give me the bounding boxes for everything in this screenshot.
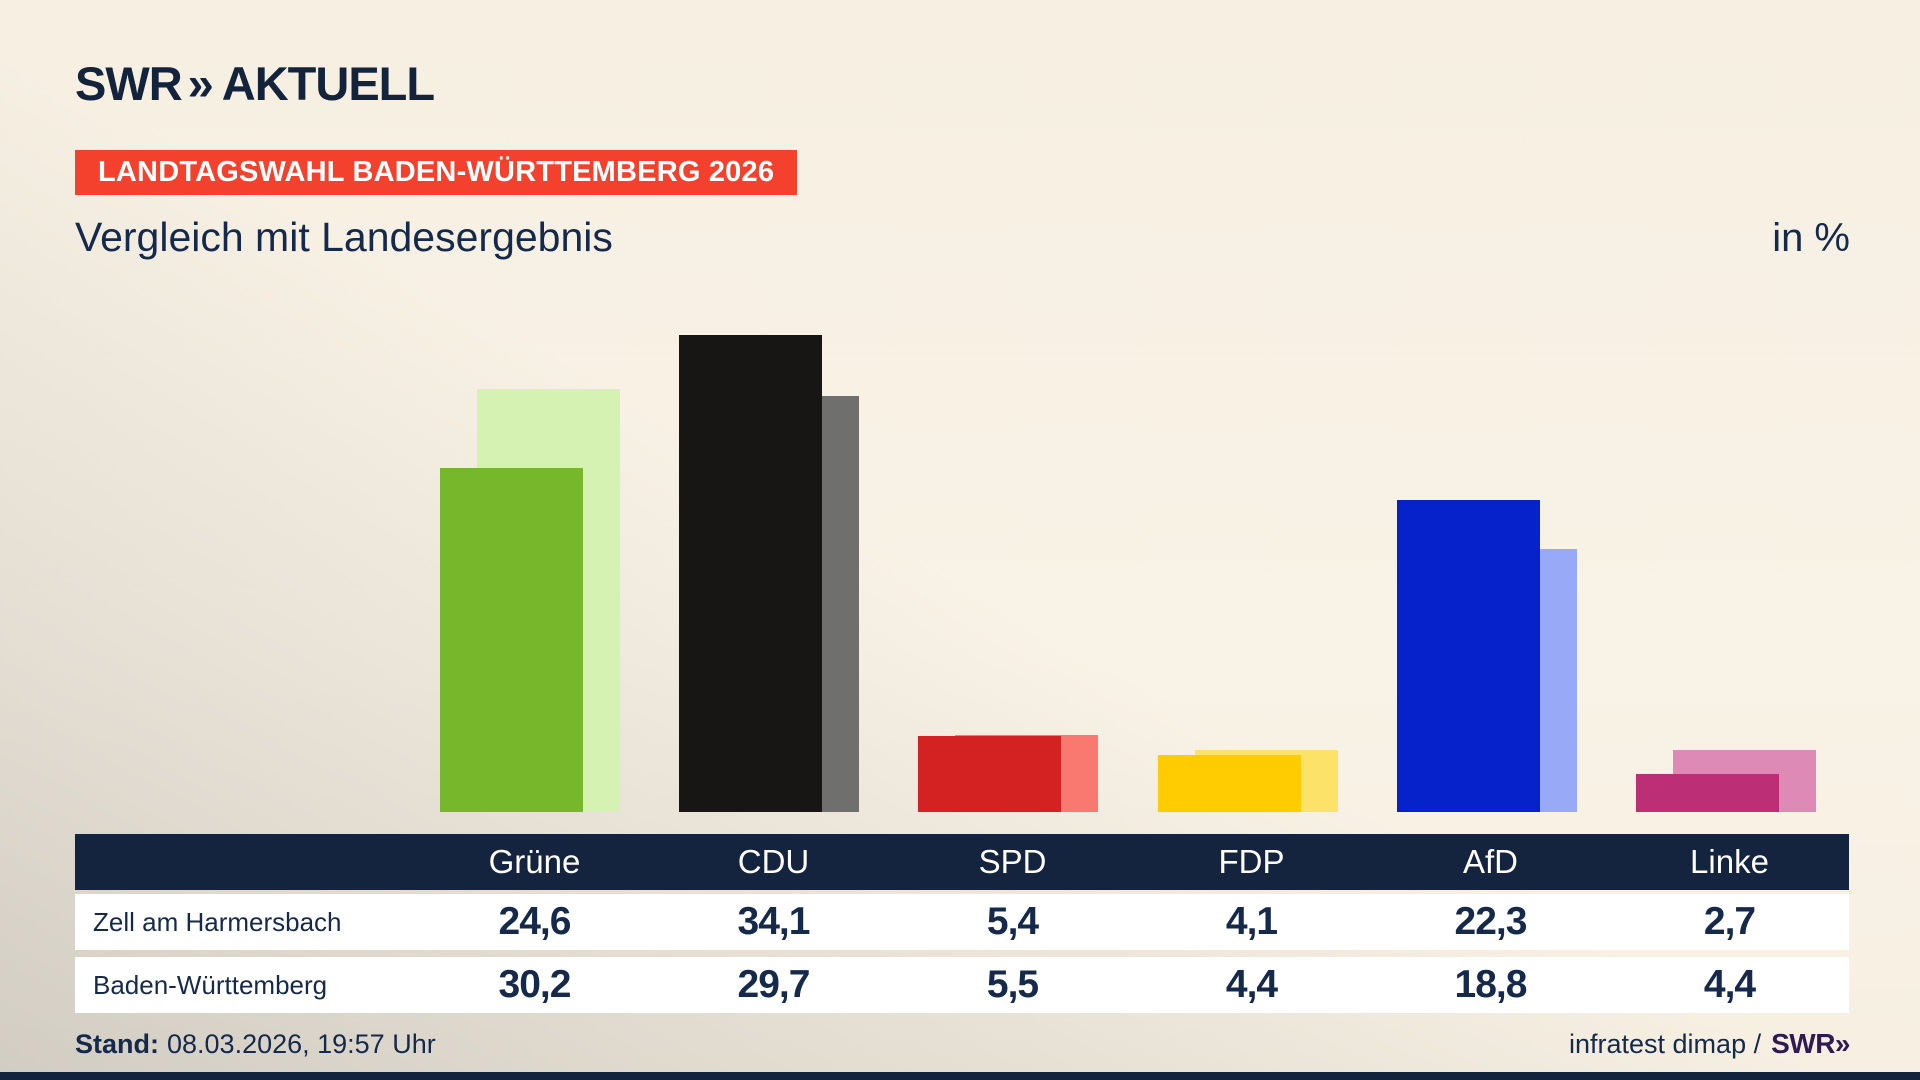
stand-value: 08.03.2026, 19:57 Uhr [167,1029,436,1059]
stand-timestamp: Stand: 08.03.2026, 19:57 Uhr [75,1029,436,1060]
value-grüne: 24,6 [498,900,572,943]
bar-grüne-municipality [440,467,583,812]
value-fdp: 4,4 [1225,963,1278,1006]
bar-linke-municipality [1636,774,1779,812]
row-label: Baden-Württemberg [93,969,328,1000]
value-fdp: 4,1 [1225,900,1278,943]
value-spd: 5,5 [986,963,1039,1006]
column-header-grüne: Grüne [488,843,581,880]
footer: Stand: 08.03.2026, 19:57 Uhr infratest di… [75,1028,1850,1060]
page-title: Vergleich mit Landesergebnis [75,214,613,260]
bar-cdu-municipality [679,334,823,812]
table-header-row: Grüne CDU SPD FDP AfD Linke [75,834,1849,890]
value-linke: 4,4 [1703,963,1756,1006]
value-linke: 2,7 [1703,900,1756,943]
source-swr-logo: SWR» [1771,1028,1850,1059]
value-grüne: 30,2 [498,963,572,1006]
column-header-spd: SPD [978,843,1047,880]
unit-label: in % [1772,216,1850,260]
swr-logo-text: SWR [75,57,183,110]
value-cdu: 34,1 [737,900,811,943]
source-prefix: infratest dimap / [1569,1029,1762,1059]
column-header-linke: Linke [1690,843,1769,880]
table-corner-cell [75,834,415,890]
bar-afd-municipality [1396,499,1540,812]
column-header-fdp: FDP [1218,843,1285,880]
value-spd: 5,4 [986,900,1039,943]
bar-spd-municipality [918,736,1062,812]
swr-aktuell-logo: SWR» AKTUELL [75,56,435,111]
bar-fdp-municipality [1157,754,1301,812]
stand-label: Stand: [75,1029,159,1059]
election-badge: LANDTAGSWAHL BADEN-WÜRTTEMBERG 2026 [75,150,798,195]
value-afd: 18,8 [1454,963,1528,1006]
source-credit: infratest dimap / SWR» [1569,1028,1850,1060]
table-row-state: Baden-Württemberg 30,2 29,7 5,5 4,4 18,8 4,4 [75,957,1849,1013]
swr-logo-product-text: AKTUELL [221,57,435,110]
value-cdu: 29,7 [737,963,811,1006]
row-label: Zell am Harmersbach [93,906,342,937]
column-header-cdu: CDU [737,843,810,880]
title-row: Vergleich mit Landesergebnis in % [75,214,1850,261]
column-header-afd: AfD [1462,843,1518,880]
value-afd: 22,3 [1454,900,1528,943]
bottom-accent-strip [0,1072,1920,1080]
table-row-municipality: Zell am Harmersbach 24,6 34,1 5,4 4,1 22,3 2,7 [75,894,1849,950]
